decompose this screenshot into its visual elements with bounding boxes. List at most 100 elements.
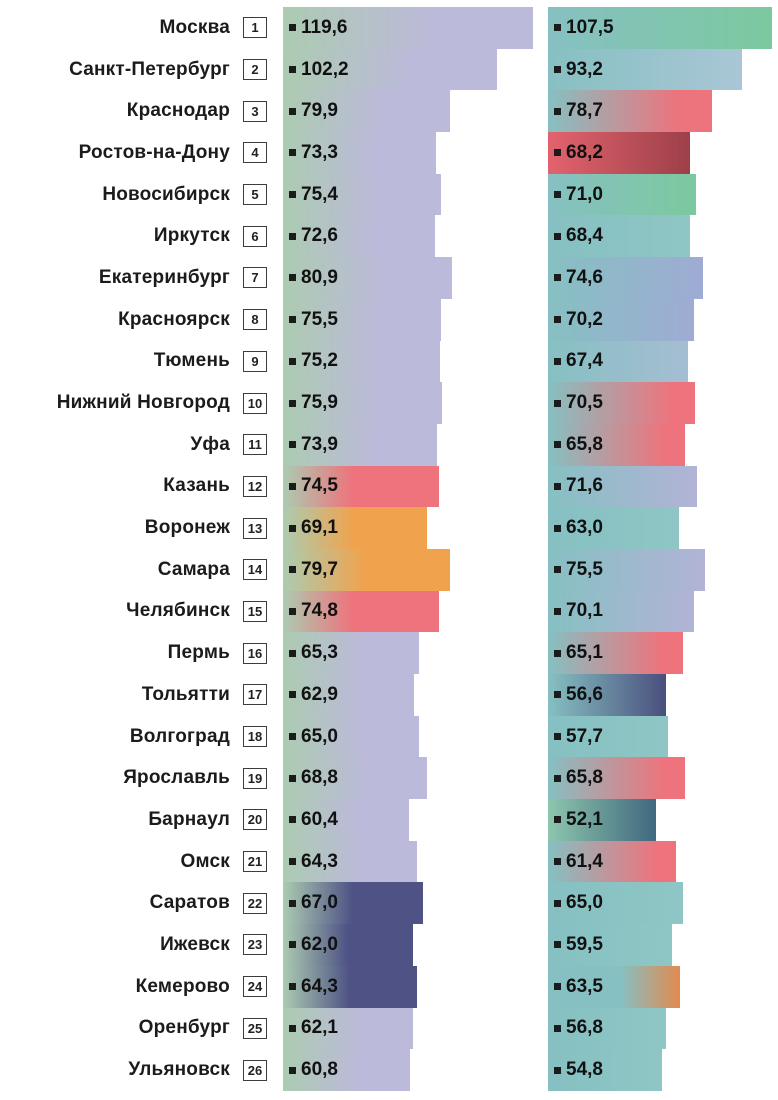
left-bar-column: 75,4 bbox=[283, 173, 548, 216]
rank-number: 3 bbox=[251, 103, 259, 119]
right-value: 56,6 bbox=[566, 683, 603, 705]
left-value: 75,2 bbox=[301, 350, 338, 372]
left-value: 60,4 bbox=[301, 808, 338, 830]
left-bar: 102,2 bbox=[283, 48, 497, 91]
value-marker-icon bbox=[554, 399, 561, 407]
right-bar: 74,6 bbox=[548, 257, 704, 299]
right-bar-column: 70,1 bbox=[548, 590, 778, 633]
left-bar-column: 62,0 bbox=[283, 924, 548, 966]
city-label: Кемерово bbox=[135, 975, 230, 997]
value-marker-icon bbox=[554, 316, 561, 324]
value-marker-icon bbox=[289, 191, 296, 199]
right-value: 78,7 bbox=[566, 100, 603, 122]
left-value: 68,8 bbox=[301, 767, 338, 789]
left-bar-column: 75,5 bbox=[283, 298, 548, 341]
right-bar: 70,5 bbox=[548, 382, 695, 424]
right-bar: 57,7 bbox=[548, 715, 669, 758]
rank-box-wrap: 6 bbox=[240, 215, 270, 257]
right-bar-column: 65,1 bbox=[548, 632, 778, 674]
city-label: Москва bbox=[159, 16, 230, 38]
value-marker-icon bbox=[289, 649, 296, 657]
right-bar-column: 74,6 bbox=[548, 257, 778, 299]
right-bar-column: 63,0 bbox=[548, 507, 778, 549]
left-bar: 79,9 bbox=[283, 90, 450, 133]
value-marker-icon bbox=[289, 524, 296, 532]
right-bar-column: 93,2 bbox=[548, 48, 778, 91]
chart-row: Краснодар 3 79,9 78,7 bbox=[0, 90, 778, 133]
right-value: 63,0 bbox=[566, 517, 603, 539]
right-bar-column: 67,4 bbox=[548, 340, 778, 383]
left-value: 75,9 bbox=[301, 392, 338, 414]
value-marker-icon bbox=[554, 232, 561, 240]
left-bar: 62,1 bbox=[283, 1007, 413, 1050]
rank-box-wrap: 10 bbox=[240, 382, 270, 424]
value-marker-icon bbox=[554, 482, 561, 490]
rank-box: 16 bbox=[243, 642, 267, 664]
chart-row: Уфа 11 73,9 65,8 bbox=[0, 423, 778, 466]
left-bar: 65,0 bbox=[283, 715, 419, 758]
right-bar: 52,1 bbox=[548, 799, 657, 841]
value-marker-icon bbox=[289, 566, 296, 574]
chart-row: Ярославль 19 68,8 65,8 bbox=[0, 757, 778, 800]
chart-row: Барнаул 20 60,4 52,1 bbox=[0, 799, 778, 841]
left-value: 80,9 bbox=[301, 266, 338, 288]
rank-box: 23 bbox=[243, 934, 267, 956]
value-marker-icon bbox=[289, 149, 296, 157]
left-bar: 75,5 bbox=[283, 298, 441, 341]
right-bar: 67,4 bbox=[548, 340, 689, 383]
right-value: 54,8 bbox=[566, 1059, 603, 1081]
rank-number: 4 bbox=[251, 145, 259, 161]
right-bar: 70,1 bbox=[548, 590, 694, 633]
rank-number: 21 bbox=[247, 854, 263, 870]
left-value: 119,6 bbox=[301, 16, 348, 38]
rank-box-wrap: 21 bbox=[240, 841, 270, 883]
rank-box-wrap: 11 bbox=[240, 424, 270, 466]
right-value: 59,5 bbox=[566, 933, 603, 955]
right-bar: 63,5 bbox=[548, 965, 681, 1008]
right-value: 71,0 bbox=[566, 183, 603, 205]
left-bar: 60,4 bbox=[283, 799, 410, 841]
left-value: 62,9 bbox=[301, 683, 338, 705]
rank-box-wrap: 3 bbox=[240, 90, 270, 132]
left-bar: 75,2 bbox=[283, 340, 441, 383]
left-bar: 80,9 bbox=[283, 257, 453, 299]
rank-box-wrap: 25 bbox=[240, 1008, 270, 1050]
city-label: Саратов bbox=[149, 892, 230, 914]
chart-row: Оренбург 25 62,1 56,8 bbox=[0, 1007, 778, 1050]
chart-row: Ростов-на-Дону 4 73,3 68,2 bbox=[0, 132, 778, 174]
right-value: 57,7 bbox=[566, 725, 603, 747]
right-value: 70,2 bbox=[566, 308, 603, 330]
right-value: 68,4 bbox=[566, 225, 603, 247]
value-marker-icon bbox=[289, 66, 296, 74]
rank-box-wrap: 16 bbox=[240, 632, 270, 674]
value-marker-icon bbox=[289, 399, 296, 407]
left-value: 73,3 bbox=[301, 141, 338, 163]
value-marker-icon bbox=[289, 774, 296, 782]
city-label: Ульяновск bbox=[128, 1059, 230, 1081]
right-bar-column: 78,7 bbox=[548, 90, 778, 133]
rank-box-wrap: 13 bbox=[240, 507, 270, 549]
left-bar-column: 102,2 bbox=[283, 48, 548, 91]
rank-number: 17 bbox=[247, 687, 263, 703]
left-bar-column: 69,1 bbox=[283, 507, 548, 549]
rank-box-wrap: 9 bbox=[240, 341, 270, 383]
right-bar: 59,5 bbox=[548, 924, 672, 966]
value-marker-icon bbox=[554, 858, 561, 866]
value-marker-icon bbox=[289, 274, 296, 282]
value-marker-icon bbox=[289, 1024, 296, 1032]
right-value: 65,0 bbox=[566, 892, 603, 914]
city-label: Казань bbox=[163, 475, 230, 497]
left-bar: 119,6 bbox=[283, 7, 533, 49]
city-label: Барнаул bbox=[148, 808, 230, 830]
right-value: 65,8 bbox=[566, 767, 603, 789]
right-bar: 75,5 bbox=[548, 548, 706, 591]
left-value: 74,8 bbox=[301, 600, 338, 622]
chart-row: Пермь 16 65,3 65,1 bbox=[0, 632, 778, 674]
value-marker-icon bbox=[554, 274, 561, 282]
rank-number: 12 bbox=[247, 478, 263, 494]
right-bar: 65,1 bbox=[548, 632, 684, 674]
right-value: 107,5 bbox=[566, 16, 614, 38]
value-marker-icon bbox=[554, 691, 561, 699]
rank-box: 2 bbox=[243, 59, 267, 81]
left-bar: 67,0 bbox=[283, 882, 424, 925]
